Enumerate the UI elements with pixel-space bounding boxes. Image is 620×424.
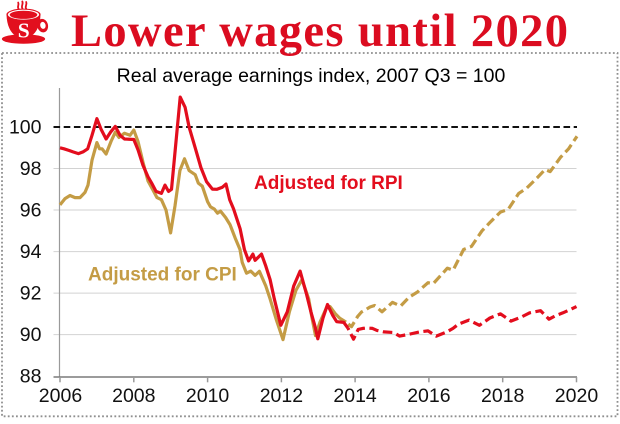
svg-text:2006: 2006 (39, 385, 82, 407)
svg-text:88: 88 (20, 366, 42, 388)
svg-text:2018: 2018 (481, 385, 524, 407)
svg-text:Real average earnings index, 2: Real average earnings index, 2007 Q3 = 1… (117, 65, 506, 87)
svg-text:2012: 2012 (260, 385, 303, 407)
svg-text:96: 96 (20, 200, 42, 222)
svg-text:92: 92 (20, 283, 42, 305)
svg-text:S: S (18, 19, 30, 43)
svg-text:2014: 2014 (333, 385, 377, 407)
svg-text:Adjusted for RPI: Adjusted for RPI (254, 173, 403, 194)
svg-text:2010: 2010 (186, 385, 230, 407)
svg-text:94: 94 (20, 241, 42, 263)
svg-text:2008: 2008 (112, 385, 155, 407)
svg-text:100: 100 (9, 117, 42, 139)
svg-text:90: 90 (20, 324, 42, 346)
svg-text:2016: 2016 (407, 385, 450, 407)
svg-text:Lower wages until 2020: Lower wages until 2020 (71, 6, 568, 57)
svg-text:2020: 2020 (555, 385, 599, 407)
svg-text:98: 98 (20, 158, 42, 180)
svg-text:Adjusted for CPI: Adjusted for CPI (88, 265, 237, 286)
